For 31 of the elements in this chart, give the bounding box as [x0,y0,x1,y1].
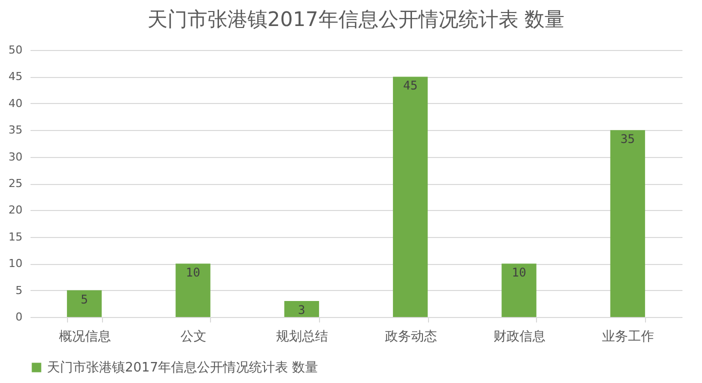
y-tick-label: 15 [8,230,22,244]
y-tick-label: 35 [8,124,22,137]
y-tick-label: 10 [8,257,22,270]
x-tick-label: 业务工作 [602,330,654,344]
x-tick-label: 政务动态 [384,330,437,344]
y-tick-label: 0 [16,310,22,324]
bar [392,76,428,317]
bar [284,300,320,317]
x-tick-label: 规划总结 [276,330,328,344]
y-tick-label: 40 [8,96,22,110]
data-label: 10 [186,266,200,280]
data-label: 3 [298,302,306,317]
y-tick-label: 45 [8,70,22,84]
x-tick-label: 公文 [180,330,206,344]
data-label: 35 [620,132,635,146]
chart-title: 天门市张港镇2017年信息公开情况统计表 数量 [147,7,565,31]
y-tick-label: 30 [8,150,22,164]
y-tick-label: 5 [16,284,22,297]
bar [610,130,646,317]
x-tick-label: 概况信息 [58,330,111,344]
y-tick-label: 20 [8,204,22,217]
legend-label: 天门市张港镇2017年信息公开情况统计表 数量 [47,360,318,376]
data-label: 10 [512,266,526,280]
x-tick-label: 财政信息 [494,330,546,344]
data-label: 5 [80,292,88,306]
y-tick-label: 50 [8,44,22,56]
bar [66,290,102,317]
data-label: 45 [403,78,418,93]
bar [176,264,210,317]
y-tick-label: 25 [8,177,22,190]
bar [502,264,536,317]
